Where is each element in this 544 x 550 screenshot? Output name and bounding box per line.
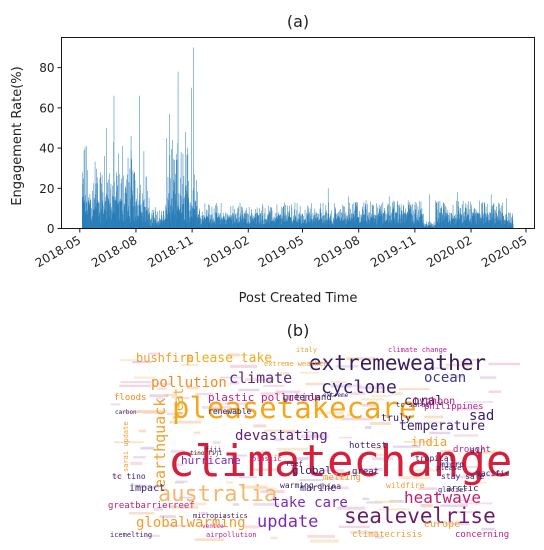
- wordcloud-filler: [363, 498, 370, 500]
- wordcloud-word: heat: [172, 388, 187, 419]
- wordcloud-word: extreme: [323, 392, 349, 399]
- y-tick-label: 0: [47, 222, 55, 236]
- wordcloud-word: sarai update: [122, 421, 130, 472]
- wordcloud-word: warming: [280, 481, 314, 490]
- wordcloud-filler: [139, 430, 146, 433]
- wordcloud-filler: [130, 462, 142, 465]
- wordcloud-filler: [310, 540, 339, 543]
- wordcloud-word: tc sarai: [396, 401, 430, 409]
- wordcloud-word: ocean: [424, 370, 466, 386]
- wordcloud-word: please: [436, 464, 461, 472]
- y-axis-label: Engagement Rate(%): [10, 66, 25, 205]
- wordcloud-word: venice: [202, 523, 224, 530]
- wordcloud-filler: [119, 385, 151, 388]
- wordcloud-word: wildfire: [386, 481, 425, 490]
- wordcloud-word: air: [470, 446, 485, 455]
- x-tick-label: 2019-11: [368, 233, 418, 270]
- wordcloud-filler: [120, 381, 151, 383]
- bars-group: [82, 48, 513, 229]
- wordcloud-word: tino fiji: [190, 450, 223, 457]
- y-tick-label: 20: [39, 182, 54, 196]
- wordcloud-filler: [149, 394, 168, 397]
- wordcloud-word: truly: [381, 413, 411, 424]
- wordcloud-word: micropiastics: [193, 512, 248, 520]
- wordcloud-filler: [307, 535, 335, 538]
- wordcloud-word: stay safe: [441, 472, 485, 481]
- x-tick-label: 2018-05: [33, 233, 83, 270]
- wordcloud-word: extreme weather: [264, 360, 327, 368]
- wordcloud-word: india: [411, 435, 447, 449]
- wordcloud-word: plastic: [252, 455, 282, 463]
- x-tick-label: 2019-08: [312, 233, 362, 270]
- wordcloud-word: philippines: [424, 402, 484, 412]
- x-tick-label: 2019-05: [256, 233, 306, 270]
- x-tick-label: 2020-02: [424, 233, 474, 270]
- wordcloud-word: airpollution: [206, 531, 257, 539]
- chart-title: (a): [287, 12, 309, 31]
- wordcloud-word: floods: [114, 393, 147, 403]
- wordcloud-word: europe: [424, 519, 460, 530]
- wordcloud-word: impact: [129, 483, 165, 494]
- wordcloud-filler: [365, 426, 371, 429]
- x-ticks: 2018-05 2018-08 2018-11 2019-02 2019-05 2019-…: [33, 229, 530, 271]
- wordcloud-word: update: [257, 512, 318, 532]
- wordcloud-word: carbon: [115, 409, 137, 416]
- y-tick-label: 80: [39, 61, 54, 75]
- wordcloud-word: italy: [296, 346, 317, 354]
- wordcloud-word: great: [352, 467, 379, 477]
- y-ticks: 0 20 40 60 80: [39, 61, 61, 236]
- y-tick-label: 60: [39, 101, 54, 115]
- wordcloud-word: china: [317, 482, 341, 491]
- wordcloud-word: climate change: [388, 346, 447, 354]
- wordcloud-word: greatbarrierreef: [108, 501, 195, 511]
- wordcloud-word: tc tino: [112, 472, 146, 481]
- wordcloud-word: glacier: [438, 486, 468, 494]
- wordcloud-filler: [489, 390, 501, 392]
- x-tick-label: 2019-02: [201, 233, 251, 270]
- bar-chart: (a) Engagement Rate(%) Post Created Time…: [10, 12, 535, 306]
- wordcloud-title: (b): [287, 321, 310, 340]
- wordcloud-word: icemelting: [110, 531, 152, 539]
- x-axis-label: Post Created Time: [239, 291, 358, 306]
- wordcloud-word: climatecrisis: [352, 530, 422, 540]
- wordcloud-word: sealevelrise: [344, 504, 496, 528]
- wordcloud-filler: [488, 363, 520, 366]
- word-cloud-panel: (b) climatechange pleasetakecare extremewe…: [108, 321, 520, 543]
- wordcloud-filler: [480, 376, 496, 379]
- wordcloud-filler: [111, 403, 121, 405]
- wordcloud-word: reef: [286, 460, 303, 468]
- wordcloud-filler: [399, 388, 430, 390]
- wordcloud-word: hottest: [349, 441, 387, 451]
- wordcloud-filler: [375, 501, 397, 504]
- wordcloud-filler: [270, 537, 277, 540]
- x-tick-label: 2018-08: [89, 233, 139, 270]
- x-tick-label: 2020-05: [479, 233, 529, 270]
- wordcloud-word: please take: [186, 351, 272, 366]
- wordcloud-filler: [120, 359, 137, 361]
- y-tick-label: 40: [39, 142, 54, 156]
- wordcloud-word: devastating: [235, 428, 328, 444]
- wordcloud-word: renewable: [208, 407, 252, 416]
- wordcloud-filler: [133, 456, 146, 459]
- wordcloud-word: bushfire: [136, 351, 194, 365]
- wordcloud-filler: [194, 432, 200, 434]
- x-tick-label: 2018-11: [145, 233, 195, 270]
- wordcloud-word: earthquack: [151, 398, 169, 488]
- wordcloud-word: climate: [229, 369, 292, 387]
- word-cloud: climatechangepleasetakecareextremeweathe…: [108, 346, 520, 543]
- wordcloud-word: concerning: [455, 530, 509, 540]
- wordcloud-word: pollution: [151, 375, 227, 391]
- wordcloud-filler: [424, 416, 443, 419]
- wordcloud-word: take care: [272, 495, 348, 511]
